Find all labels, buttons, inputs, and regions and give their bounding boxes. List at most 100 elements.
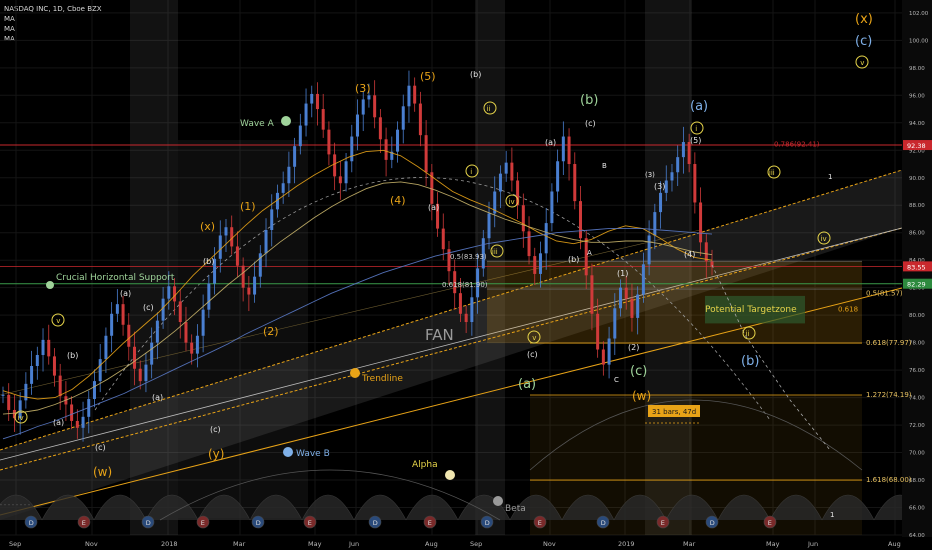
wave-label: (2): [263, 325, 279, 338]
candle-body: [470, 297, 474, 323]
candle-body: [361, 99, 365, 115]
roman-circle: [817, 231, 831, 245]
cycle-arc: [301, 494, 355, 521]
wave-label: (y): [208, 447, 224, 461]
event-marker-label: E: [768, 519, 772, 527]
y-tick-label: 68.00: [909, 478, 925, 484]
y-tick-label: 102.00: [909, 11, 929, 17]
candle-body: [573, 164, 577, 202]
candle-body: [247, 287, 251, 295]
x-tick-label: Jun: [807, 540, 818, 548]
event-marker-icon: [196, 515, 210, 529]
candle-body: [561, 136, 565, 162]
cycle-arc: [717, 494, 771, 521]
x-tick-label: Sep: [470, 540, 482, 548]
candle-body: [424, 135, 428, 173]
candle-body: [350, 136, 354, 162]
candle-body: [173, 286, 177, 302]
roman-circle: [690, 121, 704, 135]
candle-body: [659, 192, 663, 213]
candle-body: [52, 356, 56, 376]
candle-body: [710, 261, 714, 268]
cycle-arc: [405, 494, 459, 521]
roman-label: iv: [821, 235, 827, 243]
moving-average-line: [2, 149, 713, 400]
indicator-ma-3[interactable]: MA: [4, 35, 15, 43]
y-tick-label: 78.00: [909, 341, 925, 347]
candle-body: [92, 381, 96, 399]
candle-body: [567, 136, 571, 165]
candle-body: [533, 256, 537, 274]
roman-circle: [527, 330, 541, 344]
roman-label: iv: [18, 414, 24, 422]
roman-circle: [483, 101, 497, 115]
event-marker-icon: [368, 515, 382, 529]
y-tick-label: 96.00: [909, 93, 925, 99]
event-marker-label: E: [428, 519, 432, 527]
roman-circle: [505, 194, 519, 208]
event-marker-icon: [656, 515, 670, 529]
candle-body: [133, 346, 137, 369]
wave-label: 1: [828, 173, 832, 181]
roman-circle: [855, 55, 869, 69]
roman-label: iii: [769, 169, 775, 177]
candle-body: [58, 375, 62, 397]
wave-b-marker-icon: [283, 447, 293, 457]
candle-body: [367, 95, 371, 100]
candle-body: [224, 227, 228, 236]
y-tick-label: 64.00: [909, 533, 925, 539]
candle-body: [41, 339, 45, 356]
y-tick-label: 100.00: [909, 38, 929, 44]
candle-body: [356, 114, 359, 137]
candle-body: [155, 320, 159, 343]
fib-level-label: 0.618(77.97): [866, 339, 912, 347]
candle-body: [401, 106, 405, 130]
candle-body: [213, 258, 217, 284]
corner-wave-label: (x): [855, 12, 873, 27]
candle-body: [121, 304, 125, 325]
candle-body: [430, 172, 434, 204]
candle-body: [464, 313, 468, 323]
fib-level-label: 0.618: [838, 306, 858, 314]
x-tick-label: May: [308, 540, 322, 548]
candle-body: [556, 161, 560, 192]
fan-line-lower: [0, 227, 903, 471]
candle-body: [144, 364, 148, 382]
wave-label: (1): [617, 269, 628, 278]
candle-body: [293, 146, 297, 167]
candle-body: [538, 253, 542, 274]
candle-body: [550, 191, 554, 224]
event-marker-icon: [705, 515, 719, 529]
price-badge: [903, 261, 932, 272]
price-badge-label: 82.29: [907, 281, 926, 289]
target-label-box: [705, 295, 805, 324]
candle-body: [281, 183, 285, 193]
event-marker-label: E: [538, 519, 542, 527]
wave-label: (x): [200, 220, 215, 233]
candle-body: [407, 85, 411, 107]
candle-body: [104, 335, 108, 360]
shaded-zone: [645, 0, 692, 535]
candle-body: [253, 276, 257, 295]
candle-body: [453, 271, 457, 294]
y-tick-label: 94.00: [909, 121, 925, 127]
moving-average-line: [2, 181, 713, 415]
bars-badge-label: 31 bars, 47d: [652, 408, 696, 416]
indicator-ma-1[interactable]: MA: [4, 15, 15, 23]
indicator-ma-2[interactable]: MA: [4, 25, 15, 33]
candle-body: [298, 125, 302, 147]
cycle-arc: [197, 494, 251, 521]
beta-label: Beta: [505, 504, 526, 514]
candle-body: [578, 201, 582, 239]
wave-label: (a): [518, 377, 536, 392]
cycle-arc: [613, 494, 667, 521]
event-marker-label: E: [82, 519, 86, 527]
candle-body: [333, 154, 337, 177]
fan-label: FAN: [425, 326, 454, 344]
wave-label: (4): [684, 250, 695, 259]
fan-channel: [0, 170, 902, 520]
wave-label: B: [602, 162, 607, 170]
wave-label: (a): [53, 418, 64, 427]
candle-body: [681, 142, 685, 158]
